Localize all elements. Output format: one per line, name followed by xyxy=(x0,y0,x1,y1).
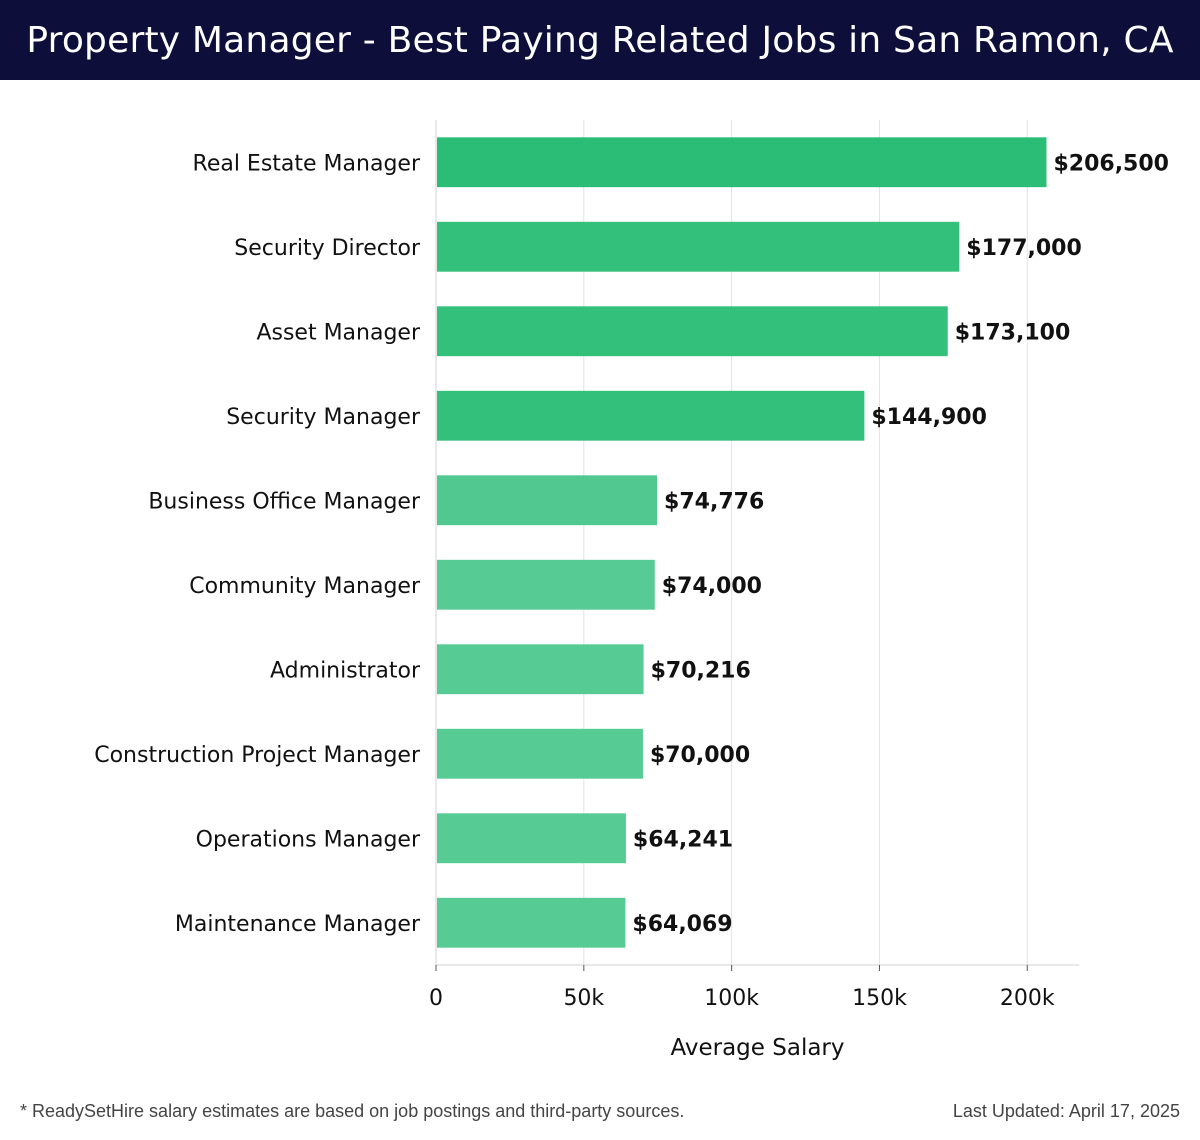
value-label: $64,241 xyxy=(633,827,733,852)
category-label: Business Office Manager xyxy=(148,489,421,514)
value-label: $144,900 xyxy=(871,405,987,430)
bar xyxy=(437,306,948,357)
bar xyxy=(437,390,865,441)
category-label: Asset Manager xyxy=(256,320,421,345)
x-tick-label: 100k xyxy=(704,986,759,1011)
bar xyxy=(437,221,960,272)
bar xyxy=(437,475,658,526)
value-label: $74,000 xyxy=(662,574,762,599)
bar xyxy=(437,644,644,695)
value-label: $173,100 xyxy=(955,320,1071,345)
x-tick-label: 0 xyxy=(429,986,443,1011)
value-label: $70,216 xyxy=(651,658,751,683)
chart-title: Property Manager - Best Paying Related J… xyxy=(26,19,1174,61)
category-label: Community Manager xyxy=(189,574,421,599)
value-label: $206,500 xyxy=(1053,151,1169,176)
category-label: Operations Manager xyxy=(196,827,421,852)
bar xyxy=(437,137,1047,188)
last-updated: Last Updated: April 17, 2025 xyxy=(952,1101,1180,1121)
value-label: $177,000 xyxy=(966,236,1082,261)
category-label: Real Estate Manager xyxy=(193,151,421,176)
chart-header: Property Manager - Best Paying Related J… xyxy=(0,0,1200,80)
category-label: Security Manager xyxy=(226,405,421,430)
category-label: Administrator xyxy=(270,658,421,683)
x-tick-label: 50k xyxy=(563,986,604,1011)
category-label: Maintenance Manager xyxy=(175,912,421,937)
bar-chart: 0 50k 100k 150k 200k Average Salary Real Estat… xyxy=(94,120,1169,1061)
bar xyxy=(437,559,655,610)
value-label: $70,000 xyxy=(650,743,750,768)
x-axis-title: Average Salary xyxy=(670,1035,844,1061)
footer-note: * ReadySetHire salary estimates are base… xyxy=(20,1101,685,1121)
x-tick-label: 200k xyxy=(1000,986,1055,1011)
category-label: Construction Project Manager xyxy=(94,743,421,768)
bar xyxy=(437,813,626,864)
category-label: Security Director xyxy=(234,236,421,261)
bar xyxy=(437,728,643,779)
bar xyxy=(437,897,626,948)
x-tick-label: 150k xyxy=(852,986,907,1011)
value-label: $74,776 xyxy=(664,489,764,514)
value-label: $64,069 xyxy=(632,912,732,937)
